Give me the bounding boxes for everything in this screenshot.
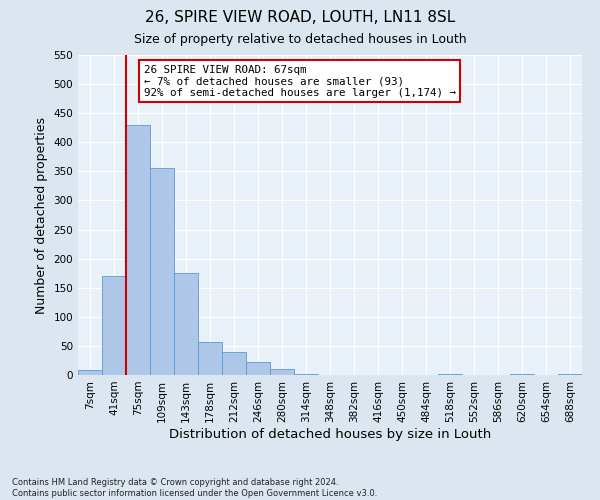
Bar (126, 125, 150, 375)
Bar (510, 374, 534, 375)
Bar (198, 342, 222, 375)
Text: 26, SPIRE VIEW ROAD, LOUTH, LN11 8SL: 26, SPIRE VIEW ROAD, LOUTH, LN11 8SL (145, 10, 455, 25)
Bar (270, 369, 294, 375)
Text: Contains HM Land Registry data © Crown copyright and database right 2024.
Contai: Contains HM Land Registry data © Crown c… (12, 478, 377, 498)
Bar (246, 362, 270, 375)
Y-axis label: Number of detached properties: Number of detached properties (35, 116, 48, 314)
X-axis label: Distribution of detached houses by size in Louth: Distribution of detached houses by size … (169, 428, 491, 440)
Bar (558, 374, 582, 375)
Bar (294, 374, 318, 375)
Bar (78, 370, 102, 375)
Text: 26 SPIRE VIEW ROAD: 67sqm
← 7% of detached houses are smaller (93)
92% of semi-d: 26 SPIRE VIEW ROAD: 67sqm ← 7% of detach… (143, 64, 455, 98)
Bar (174, 273, 198, 375)
Text: Size of property relative to detached houses in Louth: Size of property relative to detached ho… (134, 32, 466, 46)
Bar (102, 276, 126, 375)
Bar (150, 168, 174, 375)
Bar (438, 374, 462, 375)
Bar (222, 352, 246, 375)
